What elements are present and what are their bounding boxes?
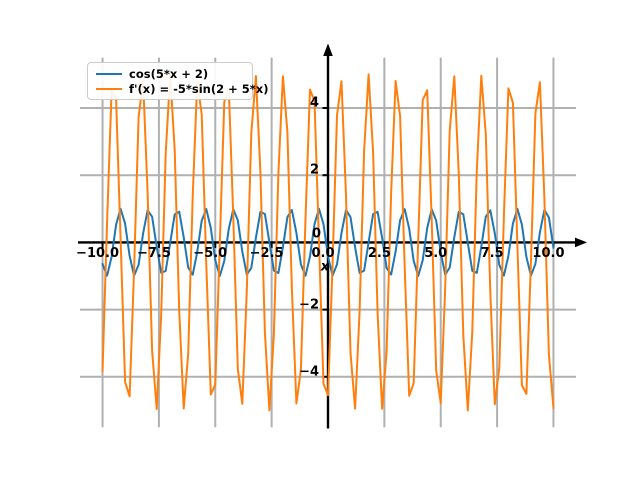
- legend-label: f'(x) = -5*sin(2 + 5*x): [129, 81, 269, 96]
- legend-entry: cos(5*x + 2): [96, 66, 244, 81]
- legend-line-sample-cos: [96, 72, 122, 75]
- x-axis-arrow-icon: [575, 237, 587, 248]
- legend: cos(5*x + 2) f'(x) = -5*sin(2 + 5*x): [87, 62, 268, 100]
- series-line-cos: [101, 207, 555, 277]
- legend-label: cos(5*x + 2): [129, 66, 209, 81]
- series-line-derivative: [101, 73, 555, 412]
- legend-line-sample-derivative: [96, 87, 122, 90]
- legend-entry: f'(x) = -5*sin(2 + 5*x): [96, 81, 268, 96]
- y-axis-arrow-icon: [323, 43, 333, 56]
